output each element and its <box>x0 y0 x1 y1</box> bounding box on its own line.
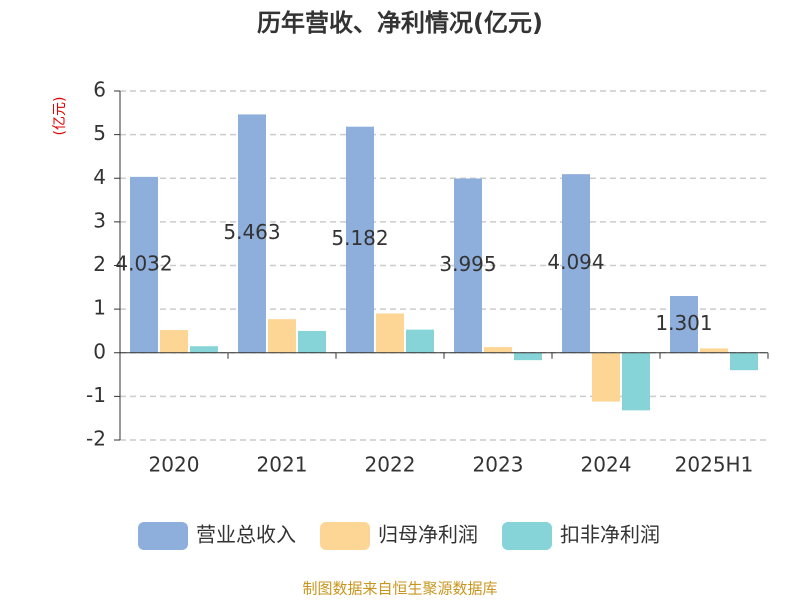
x-tick-label: 2020 <box>149 453 200 477</box>
bar <box>562 174 590 353</box>
y-tick-label: 1 <box>93 296 106 320</box>
value-label: 5.463 <box>223 220 280 244</box>
bar <box>700 348 728 353</box>
bar <box>130 176 158 353</box>
y-tick-label: 2 <box>93 252 106 276</box>
chart-title: 历年营收、净利情况(亿元) <box>257 9 543 37</box>
bar <box>268 319 296 353</box>
legend-swatch <box>138 522 188 550</box>
bar <box>514 352 542 361</box>
x-tick-label: 2024 <box>581 453 632 477</box>
y-tick-label: 6 <box>93 78 106 102</box>
value-label: 4.032 <box>115 251 172 275</box>
source: 制图数据来自恒生聚源数据库 <box>302 580 497 598</box>
bar <box>670 295 698 353</box>
x-tick-label: 2023 <box>473 453 524 477</box>
value-label: 4.094 <box>547 250 604 274</box>
legend-swatch <box>320 522 370 550</box>
value-label: 5.182 <box>331 226 388 250</box>
value-label: 3.995 <box>439 252 496 276</box>
bar <box>346 126 374 353</box>
legend-label: 归母净利润 <box>378 523 478 547</box>
x-tick-label: 2022 <box>365 453 416 477</box>
bar <box>484 347 512 353</box>
y-tick-label: -2 <box>86 427 106 451</box>
bar <box>376 313 404 353</box>
value-label: 1.301 <box>655 311 712 335</box>
y-tick-label: 3 <box>93 208 106 232</box>
y-axis-label: (亿元) <box>52 97 68 136</box>
bar <box>592 352 620 402</box>
legend-swatch <box>502 522 552 550</box>
bar <box>190 346 218 353</box>
legend-label: 营业总收入 <box>196 523 296 547</box>
y-tick-label: 4 <box>93 165 106 189</box>
legend-label: 扣非净利润 <box>560 523 660 547</box>
y-tick-label: 0 <box>93 339 106 363</box>
bar <box>298 330 326 353</box>
bar <box>454 178 482 353</box>
bar <box>730 352 758 371</box>
y-tick-label: 5 <box>93 121 106 145</box>
bar <box>406 329 434 353</box>
x-tick-label: 2021 <box>257 453 308 477</box>
bar <box>160 330 188 353</box>
y-tick-label: -1 <box>86 383 106 407</box>
bar <box>238 114 266 353</box>
x-tick-label: 2025H1 <box>675 453 754 477</box>
bar <box>622 352 650 411</box>
